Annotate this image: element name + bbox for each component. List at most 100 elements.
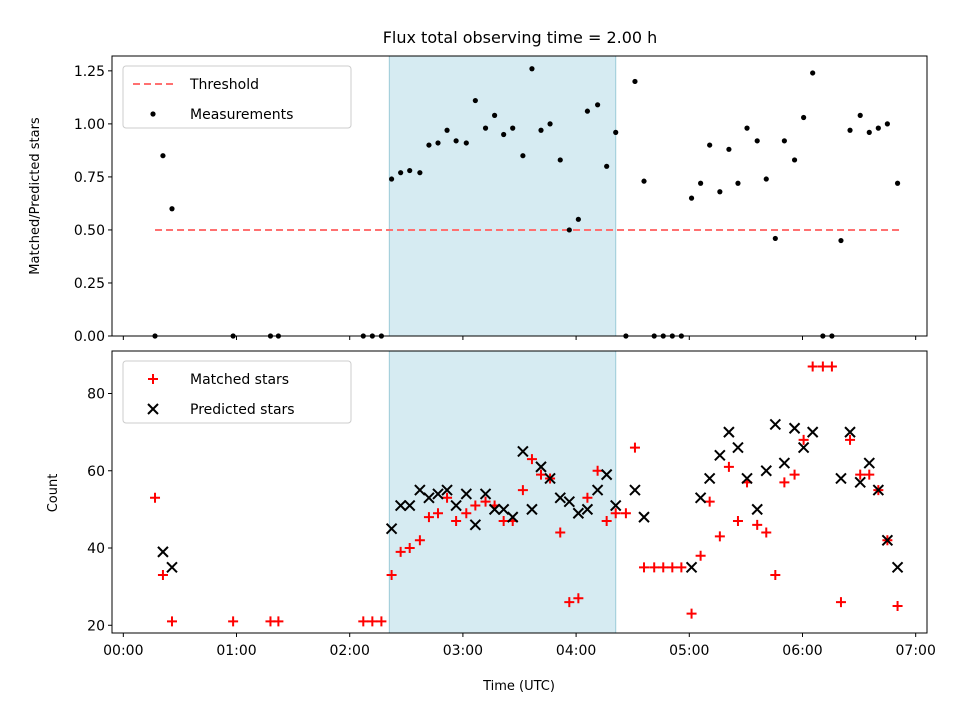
predicted-stars-point (385, 522, 398, 535)
predicted-stars-point (863, 457, 875, 469)
measurements-point (584, 108, 591, 114)
xtick-label: 02:00 (330, 643, 370, 659)
bottom-shaded-span (388, 350, 617, 634)
top-ytick-label: 1.25 (74, 64, 105, 80)
predicted-stars-point (572, 507, 585, 519)
measurements-point (632, 78, 638, 85)
matched-stars-point (817, 361, 828, 372)
measurements-point (763, 176, 769, 182)
measurements-point (604, 163, 610, 169)
predicted-stars-point (685, 561, 698, 574)
measurements-point (388, 176, 395, 182)
matched-stars-point (555, 527, 566, 538)
measurements-point (866, 129, 872, 135)
predicted-stars-point (751, 503, 763, 516)
measurements-point (417, 170, 423, 176)
measurements-point (444, 127, 450, 133)
top-ytick-label: 0.50 (74, 223, 105, 239)
matched-stars-point (714, 531, 725, 542)
measurements-point (575, 216, 581, 222)
predicted-stars-point (741, 472, 753, 485)
measurements-point (501, 131, 507, 138)
measurements-point (463, 140, 469, 146)
predicted-stars-point (600, 468, 613, 481)
matched-stars-point (564, 597, 575, 608)
bottom-ytick-label: 20 (87, 618, 105, 634)
matched-stars-point (732, 515, 743, 526)
predicted-stars-point (732, 441, 744, 454)
top-shaded-span (388, 55, 617, 337)
top-ytick-label: 0.00 (74, 329, 105, 345)
measurements-point (566, 227, 572, 233)
measurements-point (838, 237, 844, 244)
matched-stars-point (433, 508, 443, 519)
matched-stars-point (752, 519, 763, 530)
bottom-ylabel: Count (46, 474, 61, 513)
measurements-point (557, 157, 563, 163)
predicted-stars-point (507, 511, 519, 523)
predicted-stars-point (610, 499, 622, 512)
top-ytick-label: 0.25 (74, 276, 105, 292)
matched-stars-point (620, 508, 631, 519)
measurements-point (857, 112, 863, 118)
measurements-point (791, 157, 798, 163)
measurements-point (547, 121, 553, 127)
predicted-stars-point (554, 492, 566, 504)
measurements-point (735, 180, 741, 186)
matched-stars-point (770, 570, 781, 581)
bottom-ytick-label: 40 (87, 541, 105, 557)
measurements-point (847, 127, 853, 133)
measurements-point (169, 206, 175, 212)
predicted-stars-point (778, 457, 791, 469)
measurements-point (613, 129, 619, 135)
bottom-panel: 20 40 60 80 00:00 01:00 02:00 03:00 04:00 05:00 06… (87, 350, 936, 659)
matched-stars-point (835, 597, 846, 608)
predicted-stars-point (450, 499, 462, 512)
predicted-stars-point (891, 561, 904, 574)
predicted-stars-point (423, 492, 435, 504)
measurements-point (472, 97, 478, 104)
predicted-stars-point (157, 546, 169, 558)
matched-stars-point (789, 469, 800, 480)
predicted-stars-point (469, 519, 482, 531)
predicted-stars-point (703, 472, 716, 485)
matched-stars-point (676, 562, 687, 573)
legend-label: Threshold (189, 77, 259, 93)
legend-label: Measurements (190, 107, 293, 123)
measurements-point (810, 70, 816, 76)
xtick-label: 05:00 (669, 643, 709, 659)
measurements-point (435, 140, 441, 146)
predicted-stars-point (497, 503, 510, 516)
predicted-stars-point (854, 476, 866, 489)
measurements-point (491, 112, 498, 118)
predicted-stars-point (591, 484, 604, 496)
predicted-stars-point (806, 426, 819, 438)
measurements-point (641, 178, 647, 184)
predicted-stars-point (788, 422, 801, 434)
measurements-point (754, 138, 760, 144)
predicted-stars-point (563, 495, 576, 508)
matched-stars-point (658, 562, 669, 573)
measurements-point (398, 170, 404, 176)
matched-stars-point (649, 562, 660, 573)
matched-stars-point (498, 515, 509, 526)
predicted-stars-point (769, 418, 782, 431)
matched-stars-point (761, 527, 772, 538)
measurements-point (801, 114, 807, 121)
xtick-label: 01:00 (216, 643, 256, 659)
predicted-stars-point (166, 561, 178, 574)
measurements-point (781, 138, 787, 144)
measurements-point (482, 125, 489, 131)
matched-stars-point (807, 361, 818, 372)
matched-stars-point (779, 477, 790, 488)
xtick-label: 03:00 (443, 643, 483, 659)
matched-stars-point (639, 562, 650, 573)
matched-stars-point (892, 600, 903, 611)
matched-stars-point (845, 434, 856, 445)
matched-stars-point (480, 496, 491, 507)
matched-stars-point (358, 616, 369, 627)
matched-stars-point (228, 616, 239, 627)
xtick-label: 06:00 (782, 643, 822, 659)
matched-stars-point (601, 515, 612, 526)
predicted-stars-point (714, 449, 726, 462)
